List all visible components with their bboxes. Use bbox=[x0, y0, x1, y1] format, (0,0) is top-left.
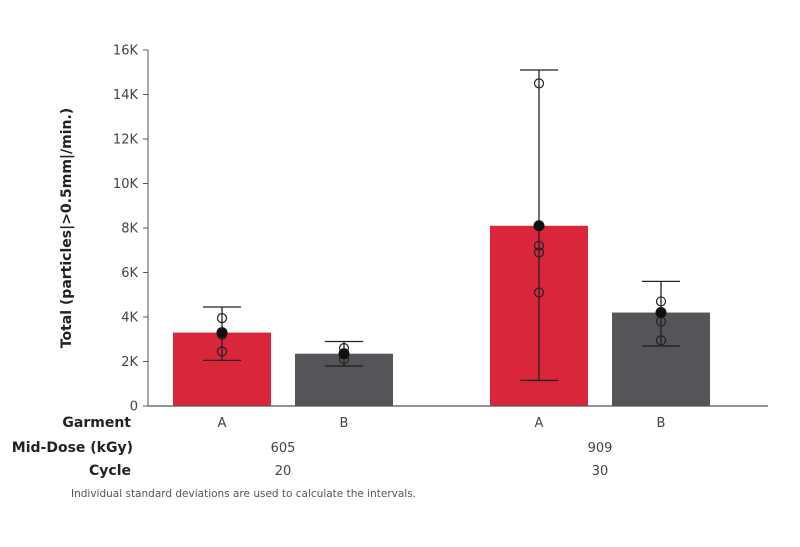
row-label-cycle: Cycle bbox=[89, 463, 131, 479]
garment-label: B bbox=[657, 416, 666, 431]
individual-point bbox=[216, 346, 228, 357]
individual-point bbox=[533, 287, 545, 298]
mean-point bbox=[216, 327, 228, 339]
individual-point bbox=[533, 247, 545, 258]
footnote: Individual standard deviations are used … bbox=[71, 488, 416, 500]
y-tick-label: 0 bbox=[130, 400, 138, 415]
y-tick-label: 4K bbox=[121, 311, 138, 326]
group2-cycle-label: 30 bbox=[592, 464, 609, 479]
row-label-dose: Mid-Dose (kGy) bbox=[12, 440, 133, 456]
garment-label: B bbox=[340, 416, 349, 431]
individual-point bbox=[655, 296, 667, 307]
bars bbox=[173, 69, 710, 406]
mean-point bbox=[533, 220, 545, 232]
y-axis: 0 2K 4K 6K 8K 10K 12K 14K 16K bbox=[113, 44, 148, 415]
group1-dose-label: 605 bbox=[271, 441, 296, 456]
y-tick-label: 16K bbox=[113, 44, 139, 59]
row-label-garment: Garment bbox=[62, 415, 131, 431]
mean-point bbox=[655, 307, 667, 319]
y-tick-label: 14K bbox=[113, 88, 139, 103]
y-tick-label: 2K bbox=[121, 355, 138, 370]
individual-point bbox=[655, 335, 667, 346]
group2-dose-label: 909 bbox=[588, 441, 613, 456]
individual-point bbox=[533, 78, 545, 89]
individual-point bbox=[533, 240, 545, 251]
y-tick-label: 10K bbox=[113, 177, 139, 192]
y-tick-label: 8K bbox=[121, 222, 138, 237]
y-axis-label: Total (particles|>0.5mm|/min.) bbox=[59, 108, 75, 348]
group1-cycle-label: 20 bbox=[275, 464, 292, 479]
individual-point bbox=[216, 313, 228, 324]
garment-label: A bbox=[218, 416, 227, 431]
y-tick-label: 12K bbox=[113, 133, 139, 148]
y-tick-label: 6K bbox=[121, 266, 138, 281]
garment-label: A bbox=[535, 416, 544, 431]
mean-point bbox=[338, 348, 350, 360]
